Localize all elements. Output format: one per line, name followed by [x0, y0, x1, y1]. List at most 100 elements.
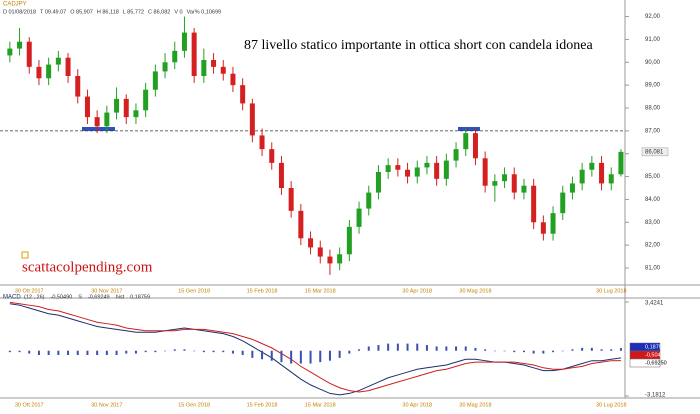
histogram-bar [105, 350, 108, 355]
histogram-bar [416, 343, 419, 351]
x-tick-label: 15 Gen 2018 [178, 288, 210, 294]
histogram-bar [251, 350, 254, 358]
candle-body [608, 174, 614, 184]
candle-body [317, 247, 323, 257]
candle-body [201, 60, 207, 76]
y-tick-label: 92,00 [645, 14, 661, 20]
histogram-bar [290, 350, 293, 364]
candle-body [75, 76, 81, 97]
histogram-bar [600, 349, 603, 351]
candle-body [579, 169, 585, 184]
x-tick-label: 30 Lug 2018 [596, 402, 627, 408]
candle-body [375, 172, 381, 193]
histogram-bar [67, 350, 70, 355]
candle-body [123, 98, 129, 118]
header-item: 0,18759 [130, 294, 150, 300]
histogram-bar [8, 350, 11, 353]
candle-body [269, 149, 275, 163]
histogram-bar [619, 348, 622, 351]
candle-body [482, 158, 488, 186]
candle-body [472, 133, 478, 159]
histogram-bar [406, 343, 409, 351]
y-tick-label: 83,00 [645, 220, 661, 226]
histogram-bar [464, 346, 467, 351]
header-item: V 0 [174, 9, 182, 15]
histogram-bar [134, 350, 137, 354]
candle-body [346, 226, 352, 255]
candle-body [26, 41, 32, 67]
histogram-bar [270, 350, 273, 361]
y-tick-label: 87,00 [645, 128, 661, 134]
candle-body [133, 110, 139, 118]
header-item: hist [116, 294, 125, 300]
candle-body [240, 85, 246, 104]
histogram-bar [193, 350, 196, 352]
histogram-bar [581, 347, 584, 351]
histogram-bar [125, 350, 128, 354]
candle-body [511, 174, 517, 193]
candle-body [434, 162, 440, 179]
header-item: D 01/08/2018 [3, 9, 36, 15]
x-tick-label: 30 Ott 2017 [15, 288, 44, 294]
header-item: H 86,118 [97, 9, 119, 15]
level-marker [458, 127, 480, 131]
histogram-bar [173, 349, 176, 351]
histogram-bar [231, 350, 234, 354]
candle-body [298, 210, 304, 239]
x-tick-label: 30 Apr 2018 [402, 402, 432, 408]
candle-body [599, 162, 605, 184]
histogram-bar [493, 350, 496, 352]
candle-body [327, 256, 333, 264]
header-item: S [78, 294, 82, 300]
candle-body [17, 41, 23, 49]
readout-label: -0,69250 [645, 360, 667, 366]
candle-body [560, 192, 566, 214]
x-tick-label: 30 Nov 2017 [91, 402, 122, 408]
logo-icon [21, 251, 29, 259]
histogram-bar [425, 345, 428, 351]
histogram-bar [571, 349, 574, 351]
histogram-bar [202, 350, 205, 353]
candle-body [114, 98, 120, 113]
candle-body [618, 151, 624, 175]
candle-body [84, 96, 90, 118]
histogram-bar [96, 350, 99, 355]
histogram-bar [222, 350, 225, 353]
candle-body [259, 135, 265, 150]
histogram-bar [561, 350, 564, 352]
x-tick-label: 15 Feb 2018 [247, 402, 278, 408]
candle-body [540, 222, 546, 234]
candle-body [288, 188, 294, 211]
histogram-bar [183, 349, 186, 351]
candle-body [230, 73, 236, 86]
x-tick-label: 15 Mar 2018 [305, 288, 336, 294]
header-item: -0,50490 [50, 294, 72, 300]
header-item: (12 , 26) [24, 294, 45, 300]
y-tick-label: 3,4241 [645, 301, 664, 307]
histogram-bar [328, 350, 331, 361]
readout-box [629, 358, 661, 368]
histogram-bar [513, 350, 516, 353]
y-tick-label: 82,00 [645, 243, 661, 249]
histogram-bar [484, 349, 487, 351]
watermark: scattacolpending.com [22, 259, 153, 275]
y-tick-label: 84,00 [645, 197, 661, 203]
histogram-bar [338, 350, 341, 358]
candle-body [7, 48, 13, 56]
candle-body [414, 167, 420, 177]
histogram-bar [144, 350, 147, 353]
candle-body [46, 64, 52, 79]
histogram-bar [348, 350, 351, 354]
candle-body [94, 117, 100, 127]
histogram-bar [76, 350, 79, 355]
histogram-bar [610, 349, 613, 351]
histogram-bar [319, 350, 322, 363]
candle-body [492, 181, 498, 186]
price-marker-label: 86,081 [645, 149, 664, 155]
histogram-bar [57, 350, 60, 355]
x-tick-label: 30 Apr 2018 [402, 288, 432, 294]
histogram-bar [445, 346, 448, 351]
candle-body [55, 57, 61, 65]
